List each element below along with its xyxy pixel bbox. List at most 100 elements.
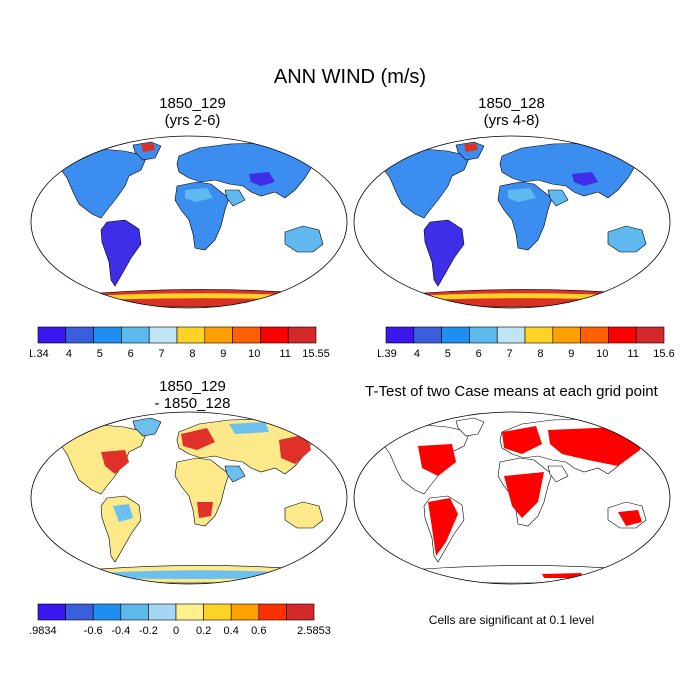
landmass-north-america — [373, 147, 471, 219]
panel-title-difference: 1850_129 - 1850_128 — [35, 378, 350, 412]
map-content-ttest — [373, 417, 651, 584]
africa-significant-cells — [504, 472, 544, 518]
map-projection-border — [30, 135, 348, 309]
colorbar-tick-label: 10 — [596, 348, 608, 360]
landmass-australia — [284, 501, 324, 529]
panel-title-case1-line1: 1850_129 — [159, 95, 226, 112]
landmass-arabia — [547, 189, 569, 207]
landmass-australia — [607, 225, 647, 253]
colorbar-tick-label: 2.5853 — [297, 625, 331, 637]
colorbar-swatch — [441, 326, 470, 344]
colorbar-swatch — [469, 326, 498, 344]
colorbar-tick-label: 7 — [506, 348, 512, 360]
colorbar-tick-label: 8 — [537, 348, 543, 360]
map-content-case1 — [50, 141, 328, 308]
colorbar-swatch — [258, 603, 287, 621]
map-panel-ttest — [353, 411, 671, 585]
landmass-greenland — [132, 417, 162, 437]
colorbar-swatch — [287, 326, 317, 344]
map-panel-case2 — [353, 135, 671, 309]
colorbar-swatch — [230, 603, 260, 621]
australia-significant-cells — [618, 510, 642, 526]
southern-africa-positive-patch — [197, 502, 213, 518]
panel-title-case2-line1: 1850_128 — [478, 95, 545, 112]
colorbar-swatch — [65, 326, 94, 344]
colorbar-swatch — [286, 603, 315, 621]
figure-title: ANN WIND (m/s) — [273, 66, 427, 88]
colorbar-swatch — [580, 326, 609, 344]
colorbar-swatch — [385, 326, 415, 344]
colorbar-swatch — [37, 326, 67, 344]
colorbar-tick-label: -1.9834 — [30, 625, 57, 637]
colorbar-swatch — [148, 326, 178, 344]
colorbar-tick-label: 15.6 — [653, 348, 674, 360]
map-content-difference — [50, 417, 328, 584]
significance-note: Cells are significant at 0.1 level — [428, 613, 595, 627]
colorbar-tick-label: -0.6 — [84, 625, 103, 637]
sahara-high-wind-patch — [508, 188, 536, 202]
panel-title-case2: 1850_128 (yrs 4-8) — [354, 95, 669, 129]
antarctic-coast-band — [392, 293, 636, 301]
landmass-australia — [284, 225, 324, 253]
china-positive-patch — [279, 434, 311, 464]
map-panel-case1 — [30, 135, 348, 309]
landmass-south-america — [423, 219, 465, 287]
antarctica-significant-cells — [542, 573, 582, 578]
colorbar-tick-label: 4 — [66, 348, 72, 360]
landmass-arabia — [224, 189, 246, 207]
panel-title-difference-line2: - 1850_128 — [154, 394, 231, 412]
landmass-south-america — [100, 219, 142, 287]
map-projection-border — [353, 135, 671, 309]
colorbar-tick-label: 9 — [220, 348, 226, 360]
colorbar-swatch — [121, 326, 150, 344]
colorbar-tick-label: 1.39 — [378, 348, 397, 360]
colorbar-tick-label: -0.4 — [111, 625, 130, 637]
colorbar-swatch — [65, 603, 94, 621]
panel-title-case2-line2: (yrs 4-8) — [483, 111, 540, 129]
greenland-high-wind-patch — [141, 143, 155, 152]
amazon-negative-patch — [113, 504, 133, 522]
colorbar-swatch — [552, 326, 581, 344]
panel-title-case1: 1850_129 (yrs 2-6) — [35, 95, 350, 129]
colorbar-tick-label: 4 — [414, 348, 420, 360]
colorbar-tick-label: 0.6 — [251, 625, 266, 637]
colorbar-tick-label: 9 — [568, 348, 574, 360]
sahara-high-wind-patch — [185, 188, 213, 202]
colorbar-swatch — [203, 603, 232, 621]
antarctic-coast-band — [69, 293, 313, 301]
antarctica-negative-patch — [99, 570, 279, 579]
colorbar-tick-label: 8 — [189, 348, 195, 360]
tibet-low-wind-patch — [572, 172, 598, 186]
landmass-north-america — [50, 423, 148, 495]
colorbar-swatch — [524, 326, 554, 344]
east-us-positive-patch — [101, 450, 129, 474]
colorbar-tick-label: 0.4 — [224, 625, 239, 637]
colorbar-swatch — [608, 326, 637, 344]
landmass-north-america — [50, 147, 148, 219]
map-projection-border — [353, 411, 671, 585]
colorbar-swatch — [204, 326, 233, 344]
map-projection-border — [30, 411, 348, 585]
colorbar-swatch — [232, 326, 261, 344]
colorbar-tick-label: 0.2 — [196, 625, 211, 637]
map-content-case2 — [373, 141, 651, 308]
colorbar-tick-label: 6 — [476, 348, 482, 360]
colorbar-tick-label: 1.34 — [30, 348, 49, 360]
colorbar-tick-label: 6 — [128, 348, 134, 360]
landmass-africa — [174, 457, 230, 527]
colorbar-swatch — [496, 326, 526, 344]
colorbar-difference: -1.9834 -0.6 -0.4 -0.2 0 0.2 0.4 0.6 2.5853 — [30, 603, 331, 637]
colorbar-swatch — [93, 326, 122, 344]
colorbar-swatch — [176, 326, 206, 344]
panel-title-ttest: T-Test of two Case means at each grid po… — [365, 383, 658, 400]
colorbar-swatch — [120, 603, 149, 621]
landmass-antarctica — [387, 565, 639, 584]
panel-title-case1-line2: (yrs 2-6) — [164, 111, 221, 129]
europe-significant-cells — [502, 426, 542, 454]
colorbar-tick-label: 5 — [445, 348, 451, 360]
colorbar-swatch — [175, 603, 204, 621]
colorbar-swatch — [635, 326, 665, 344]
landmass-greenland — [455, 417, 485, 437]
colorbar-tick-label: 5 — [97, 348, 103, 360]
colorbar-swatch — [37, 603, 66, 621]
